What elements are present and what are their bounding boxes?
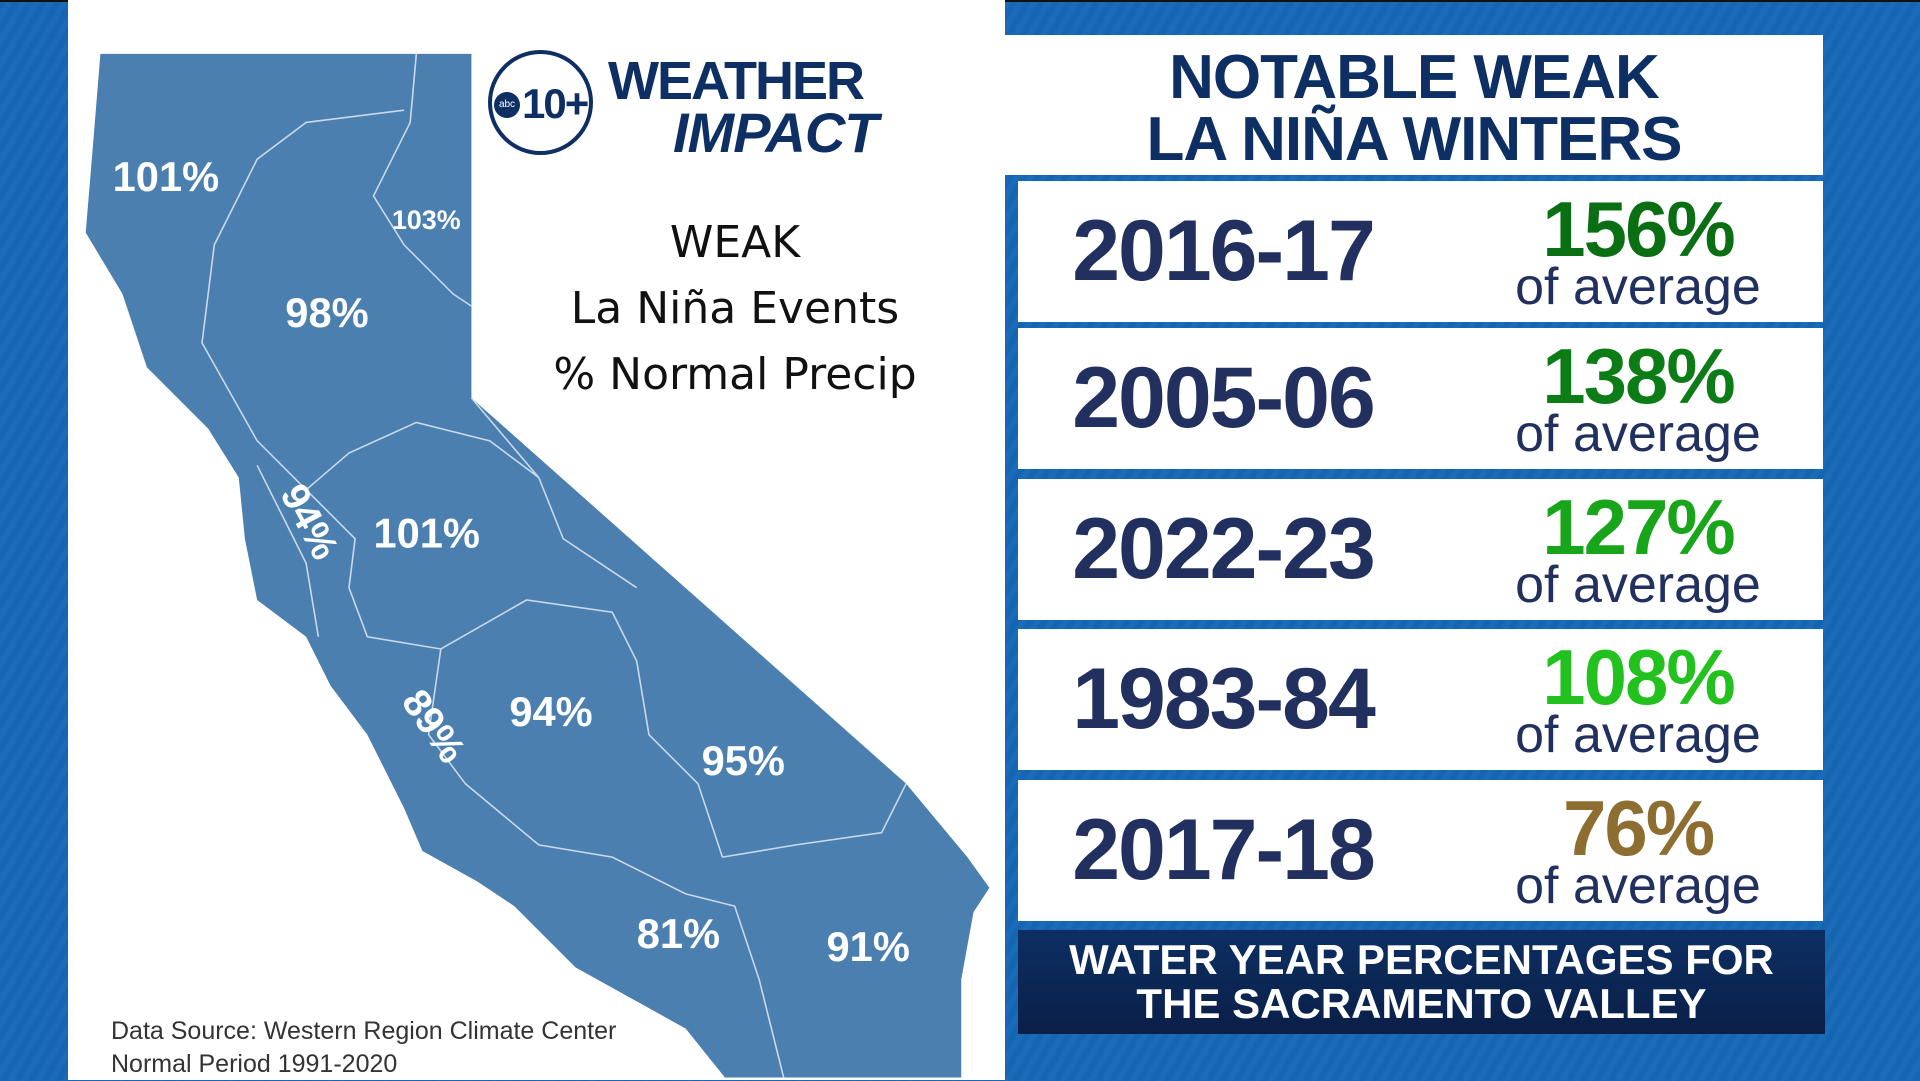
percent-of-average: 156% (1542, 185, 1736, 273)
region-label: 98% (285, 289, 368, 336)
data-source: Data Source: Western Region Climate Cent… (111, 1015, 616, 1081)
of-average-label: of average (1515, 405, 1761, 463)
map-subtitle: WEAK La Niña Events % Normal Precip (520, 210, 950, 408)
california-shape (85, 53, 990, 1078)
region-borders (201, 53, 907, 1078)
region-label: 101% (373, 509, 479, 556)
percent-of-average: 127% (1542, 483, 1736, 571)
footer-line: WATER YEAR PERCENTAGES FOR (1069, 936, 1774, 983)
region-label: 94% (509, 688, 592, 735)
abc10-weather-impact-logo: abc 10+ WEATHER IMPACT (488, 50, 928, 165)
of-average-label: of average (1515, 258, 1761, 316)
winter-row: 2005-06 138% of average (1018, 328, 1823, 469)
of-average-label: of average (1515, 857, 1761, 915)
winter-row: 2022-23 127% of average (1018, 479, 1823, 620)
panel-title: NOTABLE WEAK LA NIÑA WINTERS (1005, 35, 1823, 175)
winter-year: 2005-06 (1072, 350, 1376, 446)
of-average-label: of average (1515, 556, 1761, 614)
subtitle-line: La Niña Events (570, 283, 900, 334)
winter-year: 2022-23 (1072, 501, 1376, 597)
subtitle-line: % Normal Precip (553, 349, 917, 400)
logo-abc: abc (494, 92, 520, 118)
subtitle-line: WEAK (669, 217, 801, 268)
winter-row: 1983-84 108% of average (1018, 629, 1823, 770)
winter-year: 2016-17 (1072, 203, 1376, 299)
region-label: 101% (113, 153, 219, 200)
percent-of-average: 138% (1542, 332, 1736, 420)
logo-circle (488, 50, 593, 155)
logo-channel: 10+ (522, 80, 589, 127)
region-label: 95% (702, 737, 785, 784)
source-line: Data Source: Western Region Climate Cent… (111, 1017, 617, 1045)
title-line: NOTABLE WEAK (1169, 43, 1660, 112)
winter-year: 2017-18 (1072, 802, 1376, 898)
percent-of-average: 76% (1562, 784, 1715, 872)
footer-banner: WATER YEAR PERCENTAGES FOR THE SACRAMENT… (1018, 930, 1825, 1034)
of-average-label: of average (1515, 706, 1761, 764)
title-line: LA NIÑA WINTERS (1146, 105, 1683, 174)
source-line: Normal Period 1991-2020 (111, 1050, 398, 1078)
footer-line: THE SACRAMENTO VALLEY (1136, 980, 1707, 1027)
winter-year: 1983-84 (1072, 651, 1376, 747)
logo-impact: IMPACT (673, 101, 878, 164)
region-label: 81% (637, 910, 720, 957)
region-label: 103% (392, 205, 461, 235)
percent-of-average: 108% (1542, 633, 1736, 721)
winter-row: 2016-17 156% of average (1018, 181, 1823, 322)
logo-weather: WEATHER (608, 51, 865, 111)
region-label: 91% (827, 923, 910, 970)
winter-row: 2017-18 76% of average (1018, 780, 1823, 921)
